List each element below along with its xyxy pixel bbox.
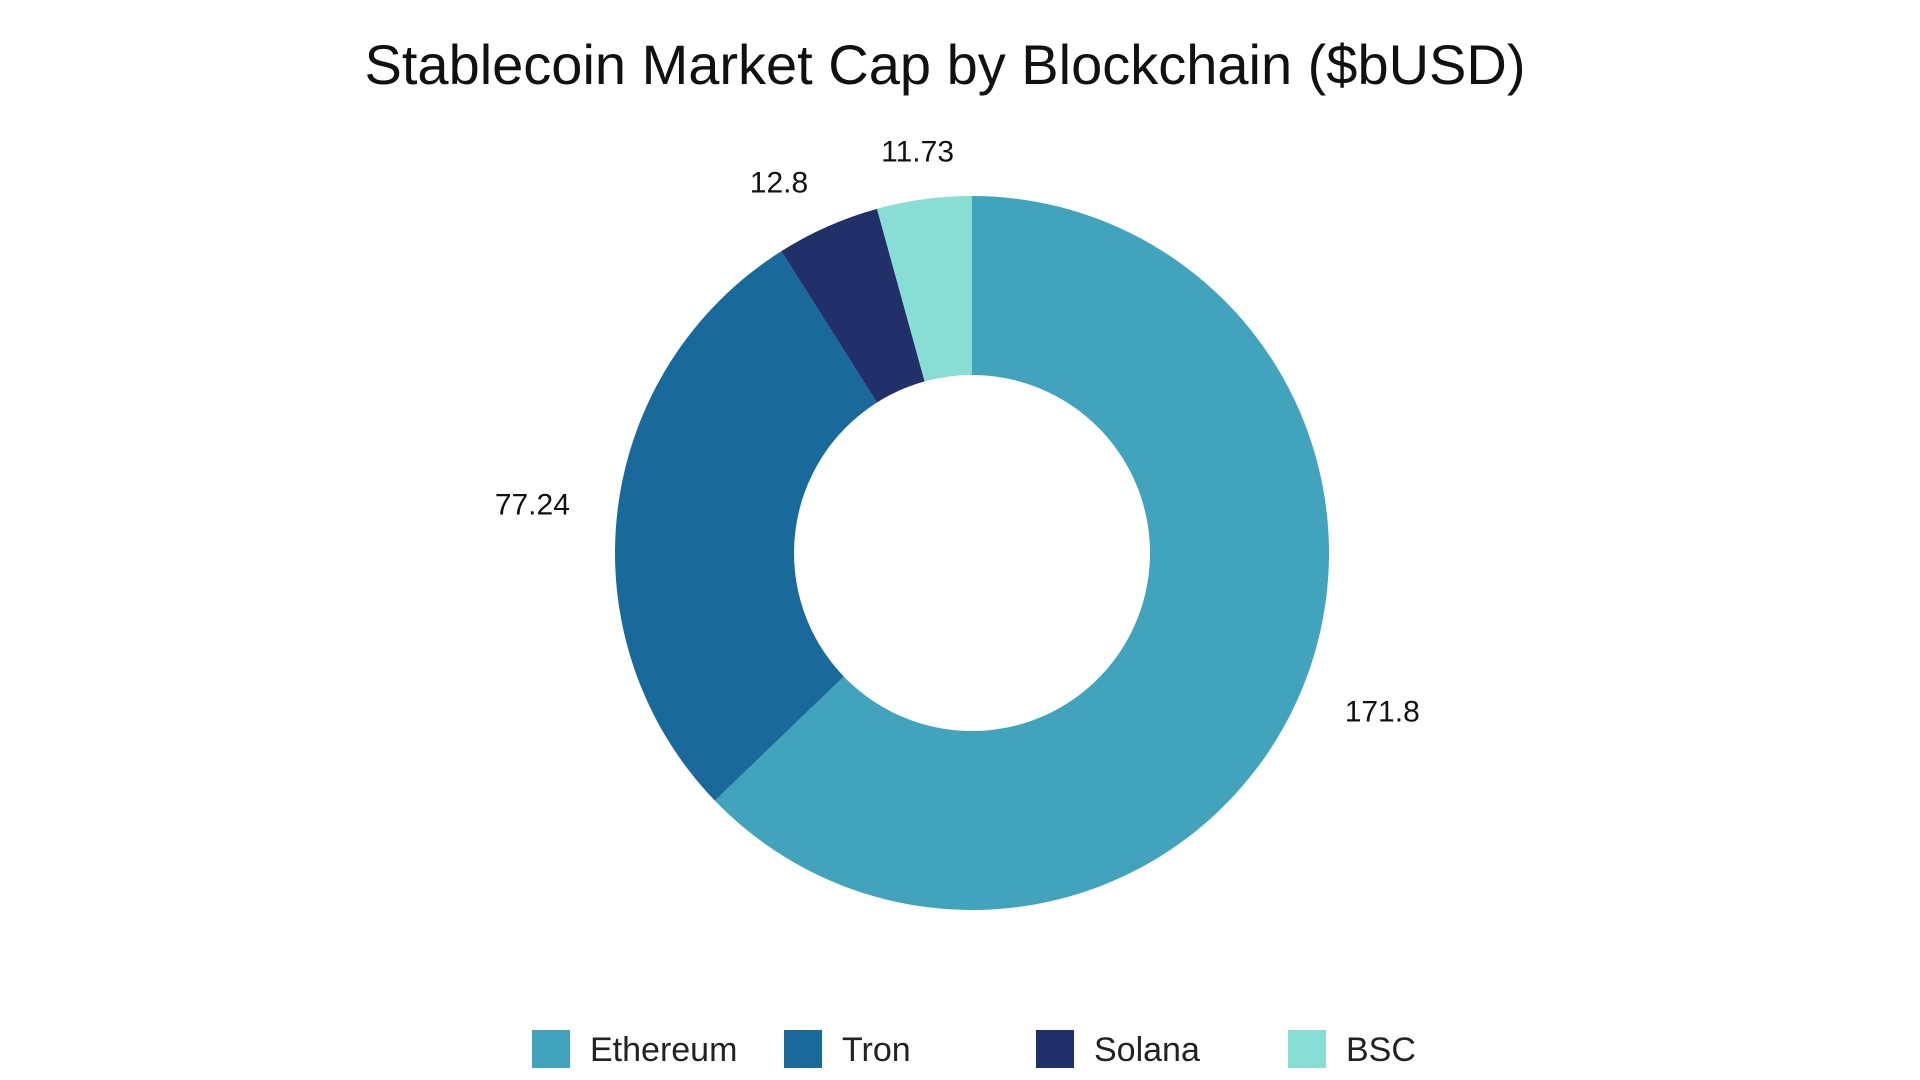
value-label-bsc: 11.73 [881,136,954,169]
value-label-ethereum: 171.8 [1345,696,1420,729]
legend-label-solana: Solana [1094,1031,1200,1069]
slice-solana [781,208,925,403]
slice-bsc [876,196,972,382]
legend-swatch-ethereum [532,1030,570,1068]
legend-swatch-bsc [1288,1030,1326,1068]
slice-value-labels: 171.8 77.24 12.8 11.73 [495,136,1420,729]
legend-label-bsc: BSC [1346,1031,1416,1069]
legend-label-tron: Tron [842,1031,911,1069]
legend-label-ethereum: Ethereum [590,1031,737,1069]
value-label-tron: 77.24 [495,488,570,521]
value-label-solana: 12.8 [750,167,808,200]
slice-ethereum [714,196,1329,910]
legend: Ethereum Tron Solana BSC [532,1030,1416,1069]
chart-title: Stablecoin Market Cap by Blockchain ($bU… [365,33,1526,96]
slice-tron [614,251,877,801]
donut-slices [614,196,1329,910]
legend-swatch-solana [1036,1030,1074,1068]
legend-swatch-tron [784,1030,822,1068]
